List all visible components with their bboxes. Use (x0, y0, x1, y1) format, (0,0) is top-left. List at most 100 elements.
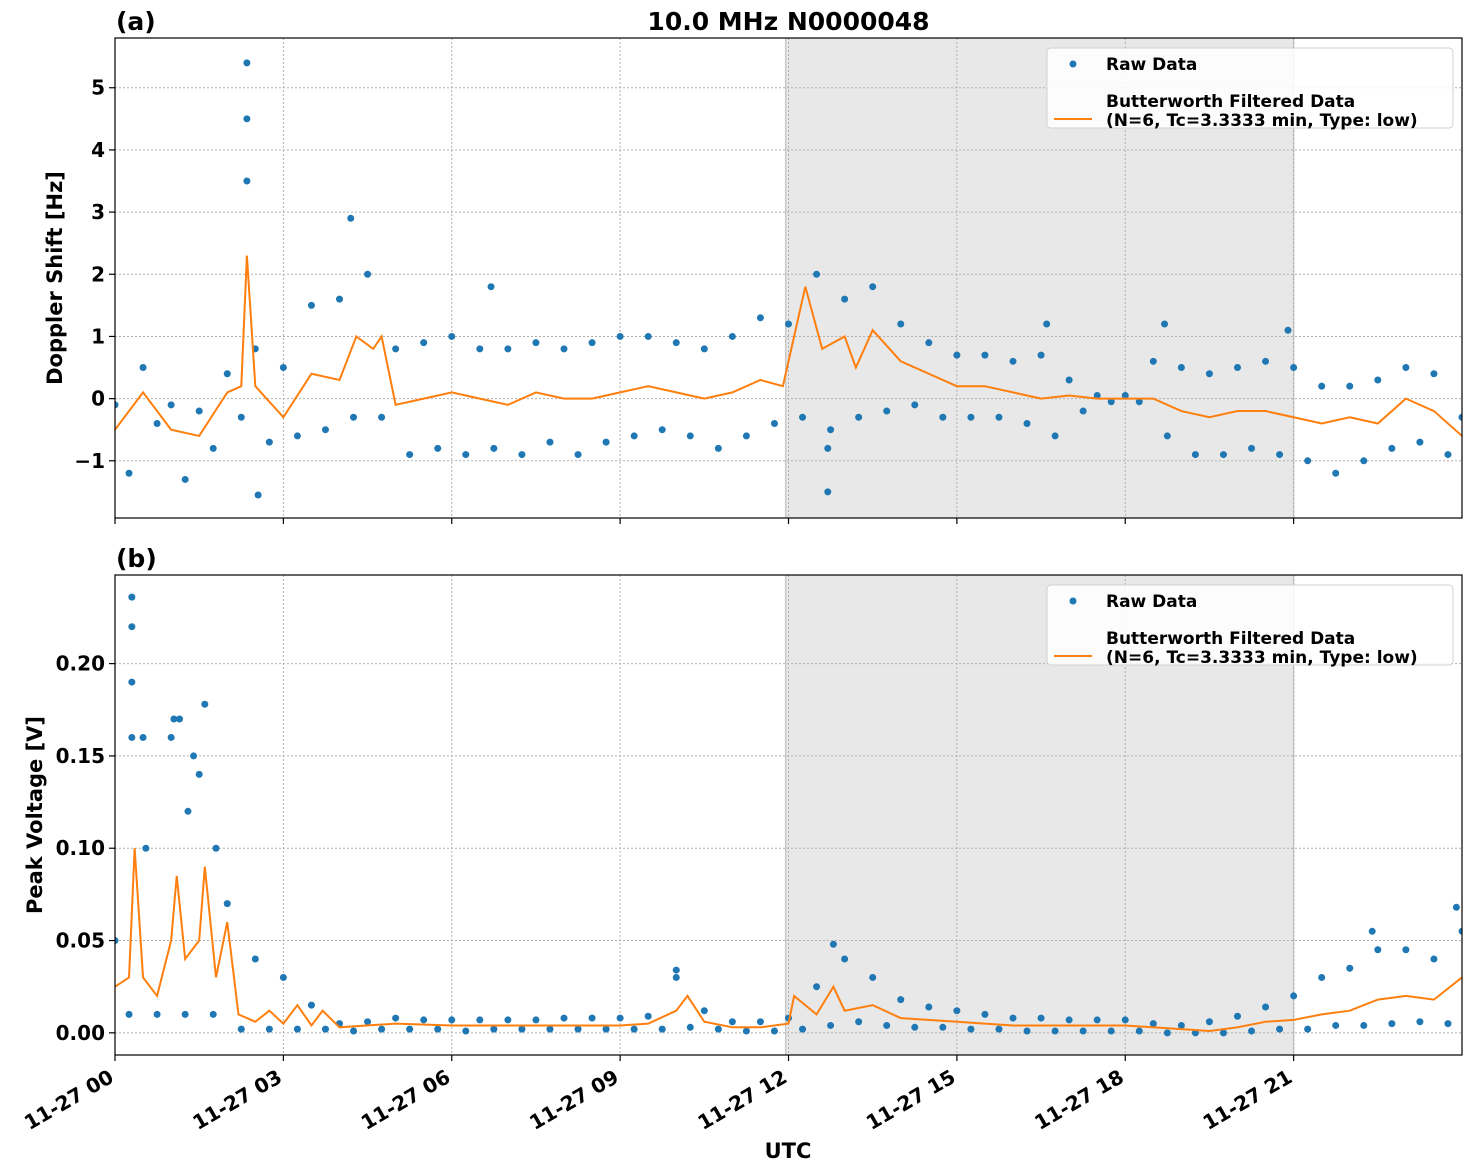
y-tick-label: 3 (91, 200, 105, 224)
raw-point (981, 1010, 989, 1018)
raw-point (824, 488, 832, 496)
raw-point (644, 1012, 652, 1020)
raw-point (1304, 457, 1312, 465)
raw-point (1191, 451, 1199, 459)
raw-point (770, 419, 778, 427)
legend-label: (N=6, Tc=3.3333 min, Type: low) (1106, 648, 1418, 668)
panel-label: (b) (116, 544, 157, 573)
raw-point (1121, 392, 1129, 400)
raw-point (869, 973, 877, 981)
raw-point (115, 401, 119, 409)
raw-point (953, 351, 961, 359)
y-tick-label: 5 (91, 76, 105, 100)
raw-point (364, 1018, 372, 1026)
axes-frame (114, 574, 1463, 1056)
raw-point (532, 1016, 540, 1024)
raw-point (237, 1025, 245, 1033)
raw-point (1262, 357, 1270, 365)
raw-point (307, 301, 315, 309)
raw-point (1276, 1025, 1284, 1033)
filtered-line (115, 848, 1462, 1033)
raw-point (321, 426, 329, 434)
raw-point (153, 419, 161, 427)
raw-point (911, 1023, 919, 1031)
raw-point (1219, 1029, 1227, 1037)
raw-point (243, 177, 251, 185)
raw-point (212, 844, 220, 852)
raw-point (1234, 1012, 1241, 1020)
raw-point (1284, 326, 1292, 334)
raw-point (336, 295, 343, 303)
raw-point (686, 1023, 694, 1031)
raw-point (967, 1025, 975, 1033)
filtered-line (115, 255, 1462, 438)
raw-point (1037, 1014, 1045, 1022)
plot-area (115, 59, 1462, 499)
raw-point (279, 973, 287, 981)
raw-point (1149, 1020, 1157, 1028)
raw-point (1318, 973, 1326, 981)
raw-point (1093, 392, 1101, 400)
raw-point (1163, 1029, 1171, 1037)
raw-point (476, 345, 484, 353)
y-tick-label: 0.00 (56, 1021, 105, 1045)
legend-marker (1069, 597, 1077, 605)
raw-point (139, 364, 147, 372)
raw-point (953, 1007, 961, 1015)
raw-point (1458, 927, 1462, 935)
raw-point (128, 678, 136, 686)
raw-point (265, 438, 273, 446)
raw-point (434, 1025, 442, 1033)
plot-area (115, 593, 1462, 1037)
raw-point (714, 444, 722, 452)
raw-point (672, 973, 680, 981)
raw-point (1304, 1025, 1312, 1033)
raw-point (883, 1021, 891, 1029)
raw-point (128, 593, 136, 601)
raw-point (1290, 364, 1298, 372)
x-axis-label: UTC (765, 1139, 812, 1163)
raw-point (1360, 457, 1368, 465)
raw-point (293, 432, 301, 440)
raw-point (967, 413, 975, 421)
raw-point (1205, 370, 1213, 378)
raw-point (869, 283, 877, 291)
raw-point (1444, 1020, 1452, 1028)
raw-point (1374, 376, 1382, 384)
raw-point (243, 59, 251, 67)
raw-point (392, 345, 400, 353)
raw-point (925, 1003, 933, 1011)
raw-point (167, 401, 175, 409)
raw-point (855, 413, 863, 421)
raw-point (279, 364, 287, 372)
raw-point (462, 451, 470, 459)
raw-point (799, 1025, 807, 1033)
raw-point (897, 996, 905, 1004)
raw-point (799, 413, 807, 421)
raw-point (1402, 364, 1410, 372)
raw-point (742, 1027, 750, 1035)
y-tick-label: 0.10 (56, 836, 105, 860)
raw-point (1458, 413, 1462, 421)
raw-point (672, 966, 680, 974)
raw-point (1093, 1016, 1101, 1024)
raw-point (1402, 946, 1410, 954)
raw-point (1234, 364, 1241, 372)
raw-point (602, 438, 610, 446)
raw-point (434, 444, 442, 452)
raw-point (490, 1025, 498, 1033)
raw-point (588, 1014, 596, 1022)
raw-point (504, 345, 512, 353)
y-tick-label: 0.05 (56, 929, 105, 953)
legend-box (1046, 584, 1454, 666)
raw-point (251, 955, 259, 963)
raw-point (1360, 1021, 1368, 1029)
raw-point (462, 1027, 470, 1035)
raw-point (700, 345, 708, 353)
axes-frame (114, 37, 1463, 519)
raw-point (223, 900, 231, 908)
legend-box (1046, 47, 1454, 129)
legend-marker (1069, 60, 1077, 68)
legend-label: Butterworth Filtered Data (1106, 92, 1355, 112)
